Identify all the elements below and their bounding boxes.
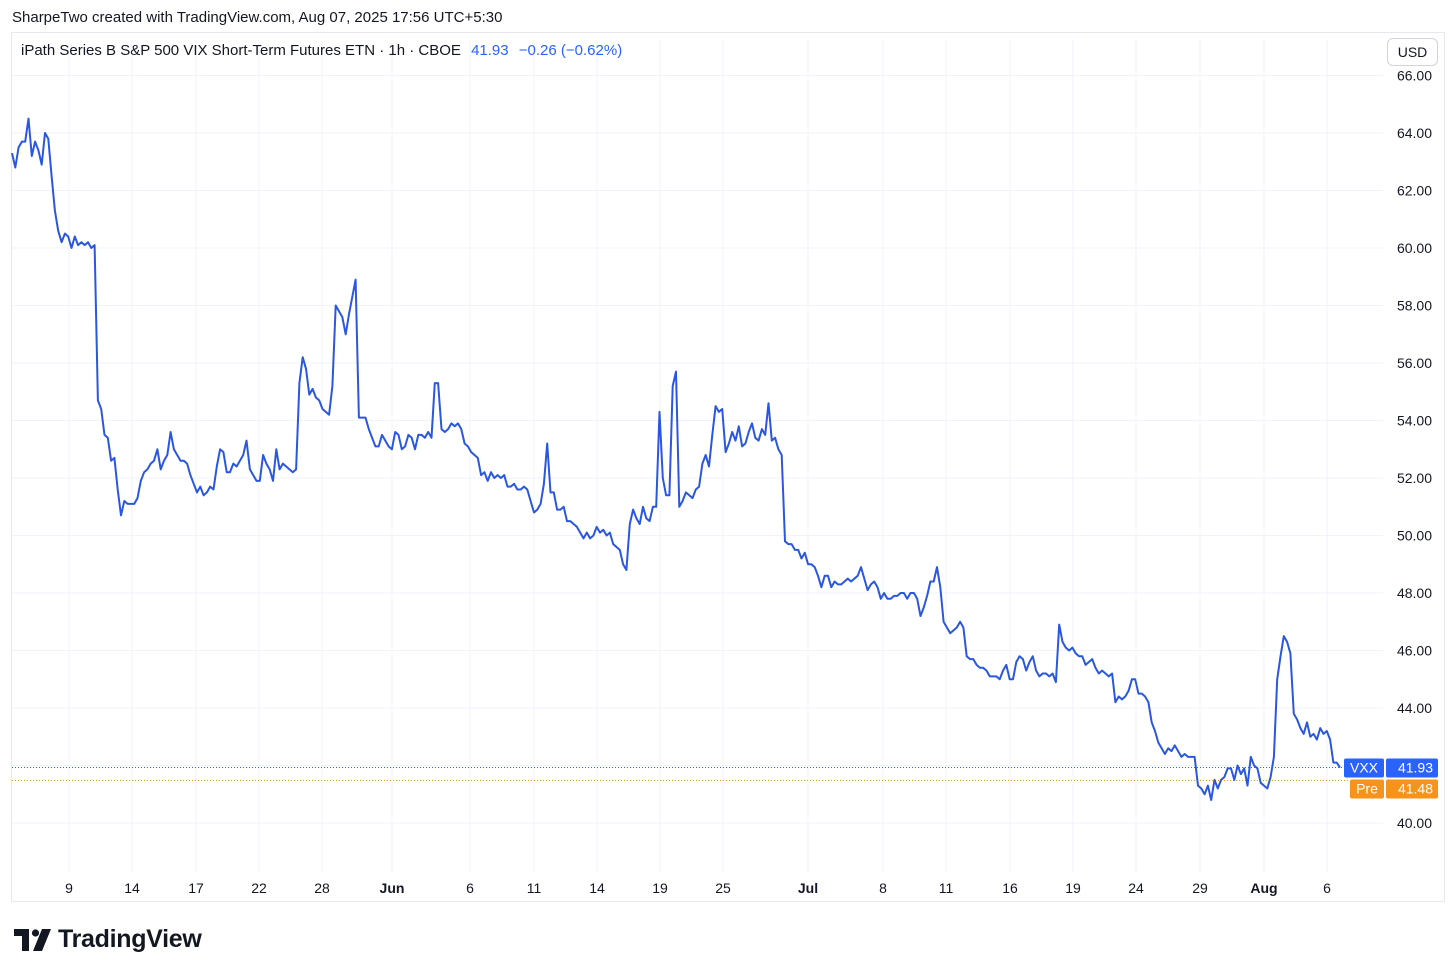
- y-tick-label: 40.00: [1397, 815, 1432, 831]
- x-tick-label: Jul: [798, 880, 818, 896]
- vxx-price-tag-label-bg: [1344, 758, 1384, 778]
- x-tick-label: 11: [527, 880, 542, 896]
- x-tick-label: 25: [715, 880, 731, 896]
- x-tick-label: 8: [879, 880, 887, 896]
- y-axis: 40.0042.0044.0046.0048.0050.0052.0054.00…: [1397, 68, 1432, 832]
- symbol-description: iPath Series B S&P 500 VIX Short-Term Fu…: [21, 42, 461, 59]
- x-tick-label: 19: [652, 880, 668, 896]
- chart-grid: [12, 40, 1383, 872]
- y-tick-label: 56.00: [1397, 355, 1432, 371]
- chart-caption: SharpeTwo created with TradingView.com, …: [12, 9, 503, 26]
- x-tick-label: 9: [65, 880, 73, 896]
- y-tick-label: 48.00: [1397, 585, 1432, 601]
- x-tick-label: 24: [1128, 880, 1144, 896]
- x-axis: 9 14 17 22 28 Jun 6 11 14 19 25 Jul 8 11 16 19 24 29 Aug 6: [65, 880, 1331, 896]
- x-tick-label: 6: [1323, 880, 1331, 896]
- tradingview-logo-icon: [14, 928, 51, 951]
- y-tick-label: 54.00: [1397, 413, 1432, 429]
- premarket-price-tag: Pre 41.48: [1350, 779, 1438, 799]
- symbol-legend: iPath Series B S&P 500 VIX Short-Term Fu…: [21, 42, 622, 59]
- y-tick-label: 44.00: [1397, 700, 1432, 716]
- vxx-price-tag-value: 41.93: [1398, 760, 1433, 776]
- last-price: 41.93: [471, 42, 509, 59]
- vxx-price-tag-name: VXX: [1350, 760, 1379, 776]
- x-tick-label: 22: [251, 880, 267, 896]
- x-tick-label: 19: [1065, 880, 1081, 896]
- premarket-price-tag-value: 41.48: [1398, 780, 1433, 796]
- x-tick-label: 14: [589, 880, 605, 896]
- premarket-price-tag-value-bg: [1386, 779, 1438, 799]
- x-tick-label: Aug: [1250, 880, 1277, 896]
- x-tick-label: Jun: [380, 880, 405, 896]
- premarket-price-tag-label-bg: [1350, 779, 1384, 799]
- price-change: −0.26 (−0.62%): [518, 42, 623, 59]
- y-tick-label: 50.00: [1397, 528, 1432, 544]
- reference-lines: [12, 767, 1350, 781]
- tradingview-brand: TradingView: [14, 925, 202, 954]
- price-tags: VXX 41.93 Pre 41.48: [1344, 758, 1438, 799]
- y-tick-label: 46.00: [1397, 643, 1432, 659]
- y-tick-label: 66.00: [1397, 68, 1432, 84]
- vxx-price-tag: VXX 41.93: [1344, 758, 1438, 778]
- x-tick-label: 14: [124, 880, 140, 896]
- series-line-vxx: [11, 117, 1341, 801]
- brand-name: TradingView: [58, 925, 202, 953]
- x-tick-label: 16: [1002, 880, 1018, 896]
- x-tick-label: 28: [314, 880, 330, 896]
- x-tick-label: 17: [188, 880, 204, 896]
- y-tick-label: 62.00: [1397, 183, 1432, 199]
- x-tick-label: 11: [939, 880, 954, 896]
- x-tick-label: 6: [466, 880, 474, 896]
- y-tick-label: 58.00: [1397, 298, 1432, 314]
- x-tick-label: 29: [1192, 880, 1208, 896]
- y-tick-label: 64.00: [1397, 125, 1432, 141]
- chart-frame: [11, 32, 1445, 902]
- premarket-price-tag-name: Pre: [1356, 780, 1378, 796]
- y-tick-label: 60.00: [1397, 240, 1432, 256]
- currency-button[interactable]: USD: [1387, 38, 1438, 66]
- y-tick-label: 52.00: [1397, 470, 1432, 486]
- vxx-price-tag-value-bg: [1386, 758, 1438, 778]
